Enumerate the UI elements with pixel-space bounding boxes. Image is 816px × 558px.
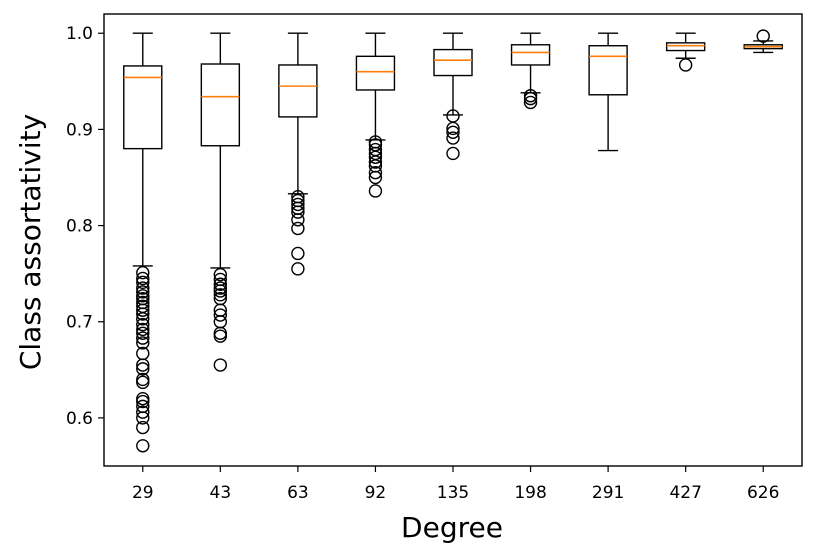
outlier-point	[291, 197, 305, 212]
box-iqr	[200, 63, 241, 147]
outlier-point	[291, 205, 305, 219]
outlier-point	[368, 184, 383, 198]
outlier-point	[136, 317, 150, 332]
outlier-point	[136, 439, 150, 453]
outlier-point	[136, 265, 150, 280]
y-tick-label: 1.0	[66, 24, 93, 44]
x-tick-label: 43	[210, 483, 232, 503]
x-tick-label: 427	[669, 483, 701, 503]
outlier-point	[291, 262, 305, 276]
outlier-point	[678, 58, 693, 72]
y-tick-label: 0.7	[66, 313, 93, 333]
outlier-point	[136, 322, 150, 337]
x-tick-label: 92	[365, 483, 387, 503]
outlier-point	[213, 284, 228, 298]
outlier-point	[523, 95, 538, 110]
outlier-point	[213, 277, 228, 291]
box-iqr	[510, 44, 551, 66]
box-iqr	[588, 45, 628, 96]
x-tick-label: 135	[437, 483, 469, 503]
box-iqr	[433, 48, 473, 77]
x-tick-label: 29	[132, 483, 154, 503]
outlier-point	[136, 326, 150, 340]
x-axis-title: Degree	[401, 511, 503, 544]
box-iqr	[278, 64, 318, 118]
outlier-point	[446, 131, 460, 145]
outlier-point	[446, 125, 460, 139]
x-tick-label: 291	[592, 483, 624, 503]
y-tick-label: 0.6	[66, 409, 93, 429]
y-axis-title: Class assortativity	[14, 114, 47, 370]
outlier-point	[136, 411, 150, 425]
outlier-point	[368, 150, 383, 164]
outlier-point	[756, 29, 770, 43]
outlier-point	[136, 358, 150, 372]
outlier-point	[291, 221, 305, 236]
outlier-point	[291, 246, 305, 261]
x-tick-label: 198	[514, 483, 546, 503]
outlier-point	[446, 121, 460, 136]
outlier-point	[368, 155, 383, 169]
outlier-point	[213, 329, 228, 343]
box-iqr	[665, 42, 706, 52]
outlier-point	[136, 303, 150, 317]
outlier-point	[136, 394, 150, 409]
outlier-point	[136, 312, 150, 326]
outlier-point	[291, 213, 305, 227]
outlier-point	[213, 288, 228, 302]
outlier-point	[523, 91, 538, 106]
box-iqr	[123, 65, 163, 150]
y-tick-label: 0.9	[66, 120, 93, 140]
outlier-point	[213, 358, 228, 372]
plot-area: 0.6 0.7 0.8 0.9 1.0 29 43 63 92 135 198 291 427 626	[66, 13, 803, 503]
outlier-point	[136, 362, 150, 376]
outlier-point	[136, 275, 150, 290]
x-tick-label: 63	[287, 483, 309, 503]
x-tick-label: 626	[747, 483, 779, 503]
outlier-point	[136, 285, 150, 299]
outlier-point	[136, 405, 150, 419]
outlier-point	[136, 281, 150, 295]
outlier-point	[136, 420, 150, 435]
outlier-point	[446, 146, 460, 161]
outlier-point	[136, 307, 150, 321]
outlier-point	[136, 336, 150, 350]
y-tick-label: 0.8	[66, 217, 93, 237]
outlier-point	[136, 375, 150, 390]
axes-frame	[103, 13, 803, 467]
box-iqr	[355, 55, 396, 91]
outlier-point	[136, 331, 150, 345]
outlier-point	[213, 267, 228, 282]
outlier-point	[213, 308, 228, 322]
outlier-point	[136, 271, 150, 286]
outlier-point	[368, 170, 383, 185]
outlier-point	[368, 165, 383, 180]
